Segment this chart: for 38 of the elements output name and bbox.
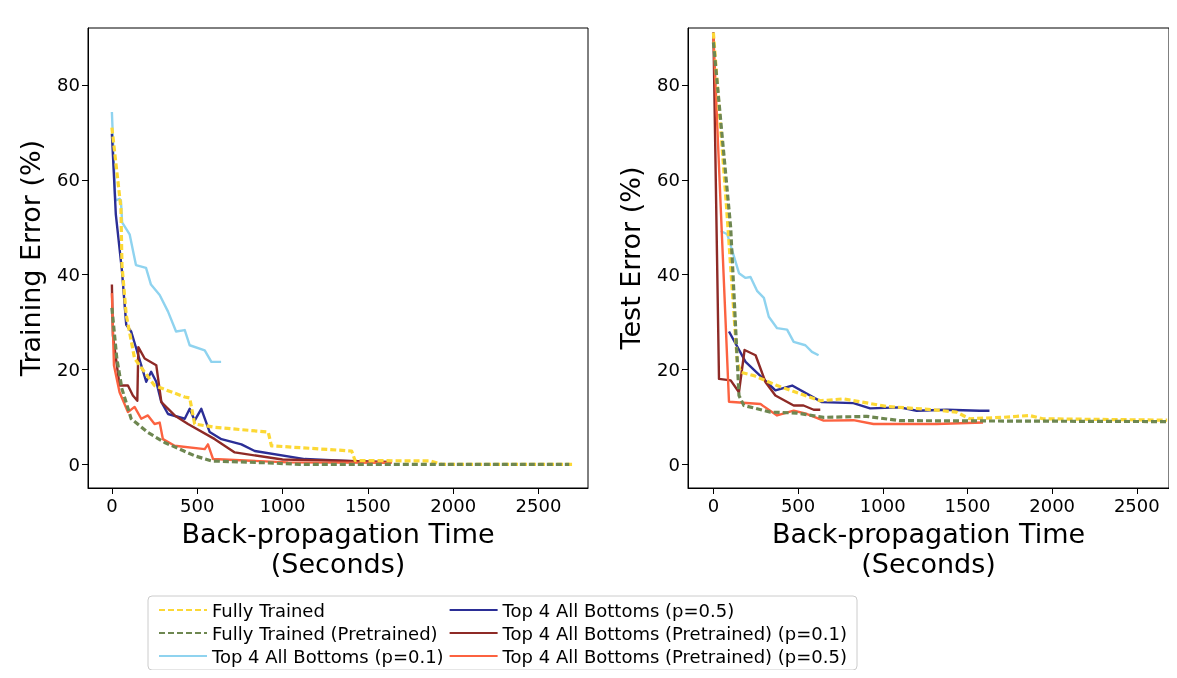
line-series (110, 125, 575, 466)
line-series (110, 110, 223, 364)
x-tick-label: 2000 (1029, 494, 1076, 516)
x-tick-label: 1500 (944, 494, 991, 516)
y-tick-label: 80 (657, 74, 680, 96)
x-tick-label: 1500 (344, 494, 391, 516)
y-tick-label: 40 (57, 264, 80, 286)
legend-label: Top 4 All Bottoms (p=0.5) (501, 599, 735, 621)
y-axis-title: Training Error (%) (15, 139, 46, 378)
legend-label: Fully Trained (212, 599, 325, 621)
line-series (727, 330, 991, 412)
y-tick-label: 40 (657, 264, 680, 286)
y-tick-label: 0 (668, 453, 680, 475)
x-tick-label: 0 (106, 494, 118, 516)
x-tick-label: 2500 (1113, 494, 1160, 516)
y-tick-label: 0 (68, 453, 80, 475)
line-series (719, 229, 820, 357)
y-tick-label: 20 (57, 358, 80, 380)
x-tick-label: 1000 (259, 494, 306, 516)
x-tick-label: 2000 (430, 494, 477, 516)
x-tick-label: 500 (780, 494, 816, 516)
x-axis-title: Back-propagation Time (Seconds) (181, 518, 495, 580)
line-series (110, 306, 571, 466)
y-tick-label: 60 (657, 169, 680, 191)
y-tick-label: 60 (57, 169, 80, 191)
x-tick-label: 500 (180, 494, 215, 516)
y-tick-label: 80 (57, 74, 80, 96)
x-tick-label: 2500 (515, 494, 562, 516)
x-tick-label: 0 (707, 494, 720, 516)
x-tick-label: 1000 (859, 494, 906, 516)
line-series (712, 31, 822, 411)
y-axis-title: Test Error (%) (615, 166, 646, 351)
y-tick-label: 20 (657, 358, 680, 380)
legend-label: Top 4 All Bottoms (Pretrained) (p=0.1) (501, 622, 847, 644)
x-axis-title: Back-propagation Time (Seconds) (771, 518, 1086, 580)
legend-label: Top 4 All Bottoms (p=0.1) (211, 645, 444, 667)
legend-label: Fully Trained (Pretrained) (212, 622, 438, 644)
legend-label: Top 4 All Bottoms (Pretrained) (p=0.5) (501, 645, 847, 667)
